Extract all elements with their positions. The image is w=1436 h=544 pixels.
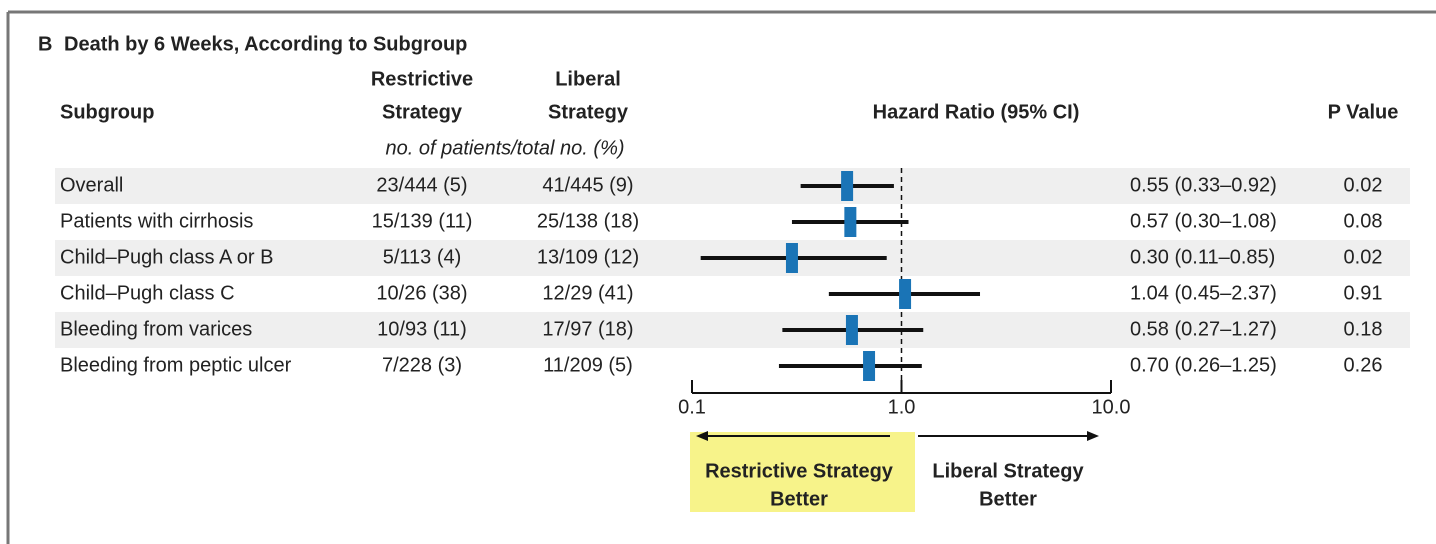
header: Restrictive (371, 68, 473, 90)
liberal-count: 17/97 (18) (542, 318, 633, 340)
hazard-label: 0.70 (0.26–1.25) (1130, 354, 1277, 376)
p-value: 0.08 (1344, 210, 1383, 232)
subgroup: Bleeding from peptic ulcer (60, 354, 292, 376)
x-tick-label: 1.0 (888, 396, 916, 418)
subgroup: Overall (60, 174, 123, 196)
arrow-head (1087, 431, 1099, 441)
direction-label: Liberal Strategy (932, 460, 1084, 482)
hazard-label: 0.30 (0.11–0.85) (1130, 246, 1275, 268)
x-tick-label: 10.0 (1092, 396, 1131, 418)
x-tick-label: 0.1 (678, 396, 706, 418)
liberal-count: 12/29 (41) (542, 282, 633, 304)
hazard-label: 1.04 (0.45–2.37) (1130, 282, 1277, 304)
p-value: 0.26 (1344, 354, 1383, 376)
restrictive-count: 15/139 (11) (372, 210, 473, 232)
estimate-box (841, 171, 854, 201)
estimate-box (863, 351, 876, 381)
p-value: 0.02 (1344, 174, 1383, 196)
restrictive-count: 10/93 (11) (377, 318, 467, 340)
header: Strategy (548, 101, 629, 123)
header-note: no. of patients/total no. (%) (385, 137, 624, 159)
restrictive-count: 7/228 (3) (382, 354, 462, 376)
restrictive-count: 5/113 (4) (383, 246, 462, 268)
liberal-count: 11/209 (5) (543, 354, 633, 376)
direction-label: Better (770, 488, 828, 510)
direction-label: Restrictive Strategy (705, 460, 894, 482)
hazard-label: 0.58 (0.27–1.27) (1130, 318, 1277, 340)
row-stripe (55, 168, 1410, 204)
liberal-count: 25/138 (18) (537, 210, 639, 232)
subgroup: Bleeding from varices (60, 318, 252, 340)
direction-label: Better (979, 488, 1037, 510)
subgroup: Child–Pugh class C (60, 282, 235, 304)
header: Hazard Ratio (95% CI) (873, 101, 1080, 123)
subgroup: Patients with cirrhosis (60, 210, 253, 232)
chart-title: Death by 6 Weeks, According to Subgroup (64, 33, 467, 55)
highlight (690, 432, 915, 512)
header: Strategy (382, 101, 463, 123)
header: Liberal (555, 68, 621, 90)
panel-label: B (38, 33, 52, 55)
estimate-box (845, 315, 858, 345)
header: P Value (1328, 101, 1399, 123)
row-stripe (55, 312, 1410, 348)
hazard-label: 0.55 (0.33–0.92) (1130, 174, 1277, 196)
estimate-box (785, 243, 798, 273)
estimate-box (844, 207, 857, 237)
arrow-head (696, 431, 708, 441)
p-value: 0.18 (1344, 318, 1383, 340)
hazard-label: 0.57 (0.30–1.08) (1130, 210, 1277, 232)
subgroup: Child–Pugh class A or B (60, 246, 273, 268)
p-value: 0.91 (1344, 282, 1383, 304)
estimate-box (899, 279, 912, 309)
restrictive-count: 23/444 (5) (376, 174, 467, 196)
header: Subgroup (60, 101, 154, 123)
liberal-count: 41/445 (9) (542, 174, 633, 196)
liberal-count: 13/109 (12) (537, 246, 639, 268)
p-value: 0.02 (1344, 246, 1383, 268)
restrictive-count: 10/26 (38) (376, 282, 467, 304)
